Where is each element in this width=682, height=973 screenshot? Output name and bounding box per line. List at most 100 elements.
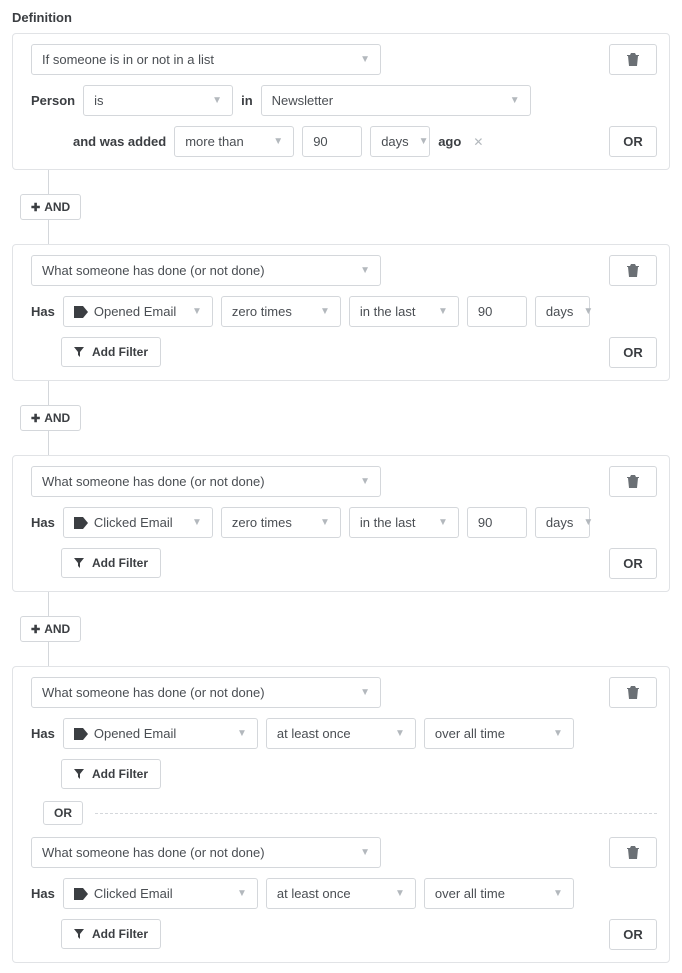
chevron-down-icon: ▼ (553, 888, 563, 899)
count-op-select[interactable]: zero times ▼ (221, 296, 341, 327)
has-label: Has (31, 515, 55, 530)
time-op-label: in the last (360, 515, 416, 530)
count-op-select[interactable]: at least once ▼ (266, 878, 416, 909)
added-unit-select[interactable]: days ▼ (370, 126, 430, 157)
connector-line (48, 170, 49, 194)
or-button[interactable]: OR (609, 337, 657, 368)
time-op-label: over all time (435, 726, 505, 741)
added-op-select[interactable]: more than ▼ (174, 126, 294, 157)
time-op-label: in the last (360, 304, 416, 319)
delete-group-button[interactable] (609, 466, 657, 497)
person-op-select[interactable]: is ▼ (83, 85, 233, 116)
chevron-down-icon: ▼ (360, 265, 370, 276)
person-op-label: is (94, 93, 103, 108)
and-label: AND (44, 200, 70, 214)
connector-line (48, 642, 49, 666)
condition-type-select[interactable]: If someone is in or not in a list ▼ (31, 44, 381, 75)
has-label: Has (31, 886, 55, 901)
connector-line (48, 220, 49, 244)
connector-line (48, 381, 49, 405)
metric-select[interactable]: Opened Email ▼ (63, 296, 213, 327)
tag-icon (74, 727, 88, 741)
delete-group-button[interactable] (609, 255, 657, 286)
or-button[interactable]: OR (609, 548, 657, 579)
metric-select[interactable]: Clicked Email ▼ (63, 878, 258, 909)
chevron-down-icon: ▼ (510, 95, 520, 106)
condition-type-select[interactable]: What someone has done (or not done) ▼ (31, 837, 381, 868)
and-was-added-label: and was added (73, 134, 166, 149)
trash-icon (627, 53, 639, 67)
list-select[interactable]: Newsletter ▼ (261, 85, 531, 116)
chevron-down-icon: ▼ (419, 136, 429, 147)
or-divider: OR (43, 801, 657, 825)
chevron-down-icon: ▼ (395, 728, 405, 739)
delete-group-button[interactable] (609, 837, 657, 868)
remove-clause-button[interactable]: ✕ (469, 135, 487, 149)
chevron-down-icon: ▼ (553, 728, 563, 739)
add-filter-label: Add Filter (92, 556, 148, 570)
added-unit-label: days (381, 134, 408, 149)
metric-label: Opened Email (94, 726, 176, 741)
count-op-select[interactable]: zero times ▼ (221, 507, 341, 538)
metric-select[interactable]: Clicked Email ▼ (63, 507, 213, 538)
time-op-select[interactable]: over all time ▼ (424, 718, 574, 749)
chevron-down-icon: ▼ (192, 517, 202, 528)
or-button[interactable]: OR (609, 126, 657, 157)
tag-icon (74, 516, 88, 530)
and-button[interactable]: ✚ AND (20, 616, 81, 642)
metric-label: Opened Email (94, 304, 176, 319)
condition-group-3: What someone has done (or not done) ▼ Ha… (12, 455, 670, 592)
time-unit-select[interactable]: days ▼ (535, 507, 590, 538)
added-value-input[interactable] (302, 126, 362, 157)
add-filter-button[interactable]: Add Filter (61, 548, 161, 578)
filter-icon (74, 347, 84, 357)
filter-icon (74, 929, 84, 939)
chevron-down-icon: ▼ (320, 306, 330, 317)
trash-icon (627, 846, 639, 860)
and-button[interactable]: ✚AND (20, 194, 81, 220)
chevron-down-icon: ▼ (360, 476, 370, 487)
plus-icon: ✚ (31, 623, 40, 636)
chevron-down-icon: ▼ (583, 306, 593, 317)
time-value-input[interactable] (467, 507, 527, 538)
condition-type-label: If someone is in or not in a list (42, 52, 214, 67)
count-op-label: zero times (232, 515, 292, 530)
add-filter-label: Add Filter (92, 767, 148, 781)
dashed-line (95, 813, 657, 814)
section-title: Definition (12, 10, 670, 25)
metric-select[interactable]: Opened Email ▼ (63, 718, 258, 749)
count-op-label: at least once (277, 886, 351, 901)
delete-group-button[interactable] (609, 677, 657, 708)
add-filter-button[interactable]: Add Filter (61, 337, 161, 367)
metric-label: Clicked Email (94, 886, 173, 901)
time-unit-select[interactable]: days ▼ (535, 296, 590, 327)
tag-icon (74, 305, 88, 319)
add-filter-label: Add Filter (92, 345, 148, 359)
time-value-input[interactable] (467, 296, 527, 327)
condition-type-label: What someone has done (or not done) (42, 685, 265, 700)
time-op-select[interactable]: in the last ▼ (349, 507, 459, 538)
metric-label: Clicked Email (94, 515, 173, 530)
condition-type-label: What someone has done (or not done) (42, 845, 265, 860)
delete-group-button[interactable] (609, 44, 657, 75)
chevron-down-icon: ▼ (237, 888, 247, 899)
plus-icon: ✚ (31, 412, 40, 425)
condition-type-select[interactable]: What someone has done (or not done) ▼ (31, 466, 381, 497)
count-op-label: zero times (232, 304, 292, 319)
chevron-down-icon: ▼ (395, 888, 405, 899)
time-op-select[interactable]: over all time ▼ (424, 878, 574, 909)
chevron-down-icon: ▼ (212, 95, 222, 106)
and-label: AND (44, 622, 70, 636)
condition-type-label: What someone has done (or not done) (42, 263, 265, 278)
and-button[interactable]: ✚ AND (20, 405, 81, 431)
count-op-select[interactable]: at least once ▼ (266, 718, 416, 749)
add-filter-label: Add Filter (92, 927, 148, 941)
or-pill[interactable]: OR (43, 801, 83, 825)
add-filter-button[interactable]: Add Filter (61, 919, 161, 949)
add-filter-button[interactable]: Add Filter (61, 759, 161, 789)
or-button[interactable]: OR (609, 919, 657, 950)
condition-type-select[interactable]: What someone has done (or not done) ▼ (31, 255, 381, 286)
time-op-select[interactable]: in the last ▼ (349, 296, 459, 327)
and-label: AND (44, 411, 70, 425)
condition-type-select[interactable]: What someone has done (or not done) ▼ (31, 677, 381, 708)
